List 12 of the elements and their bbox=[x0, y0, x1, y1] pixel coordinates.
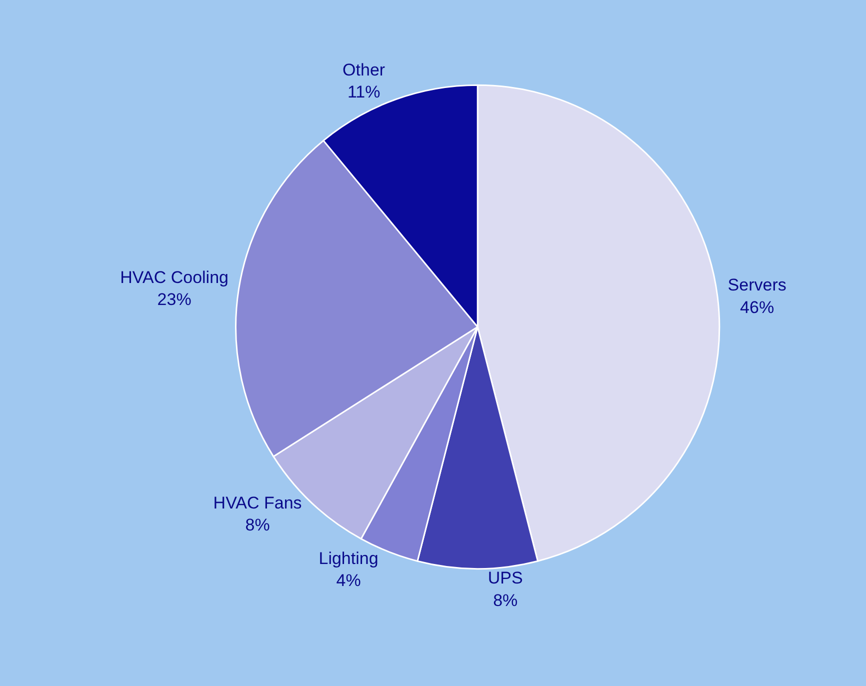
data-label: 46% bbox=[740, 298, 774, 317]
slice-label: HVAC Cooling bbox=[120, 268, 228, 287]
slice-label: UPS bbox=[488, 568, 523, 588]
slice-label: Servers bbox=[728, 276, 786, 295]
slice-label: Other bbox=[342, 60, 386, 80]
slice-label: HVAC Fans bbox=[213, 494, 302, 513]
data-label: 23% bbox=[157, 290, 192, 310]
data-label: 4% bbox=[336, 571, 361, 590]
data-label: 11% bbox=[347, 82, 380, 102]
data-label: 8% bbox=[245, 516, 270, 535]
slice-label: Lighting bbox=[318, 548, 378, 568]
data-label: 8% bbox=[493, 590, 518, 610]
